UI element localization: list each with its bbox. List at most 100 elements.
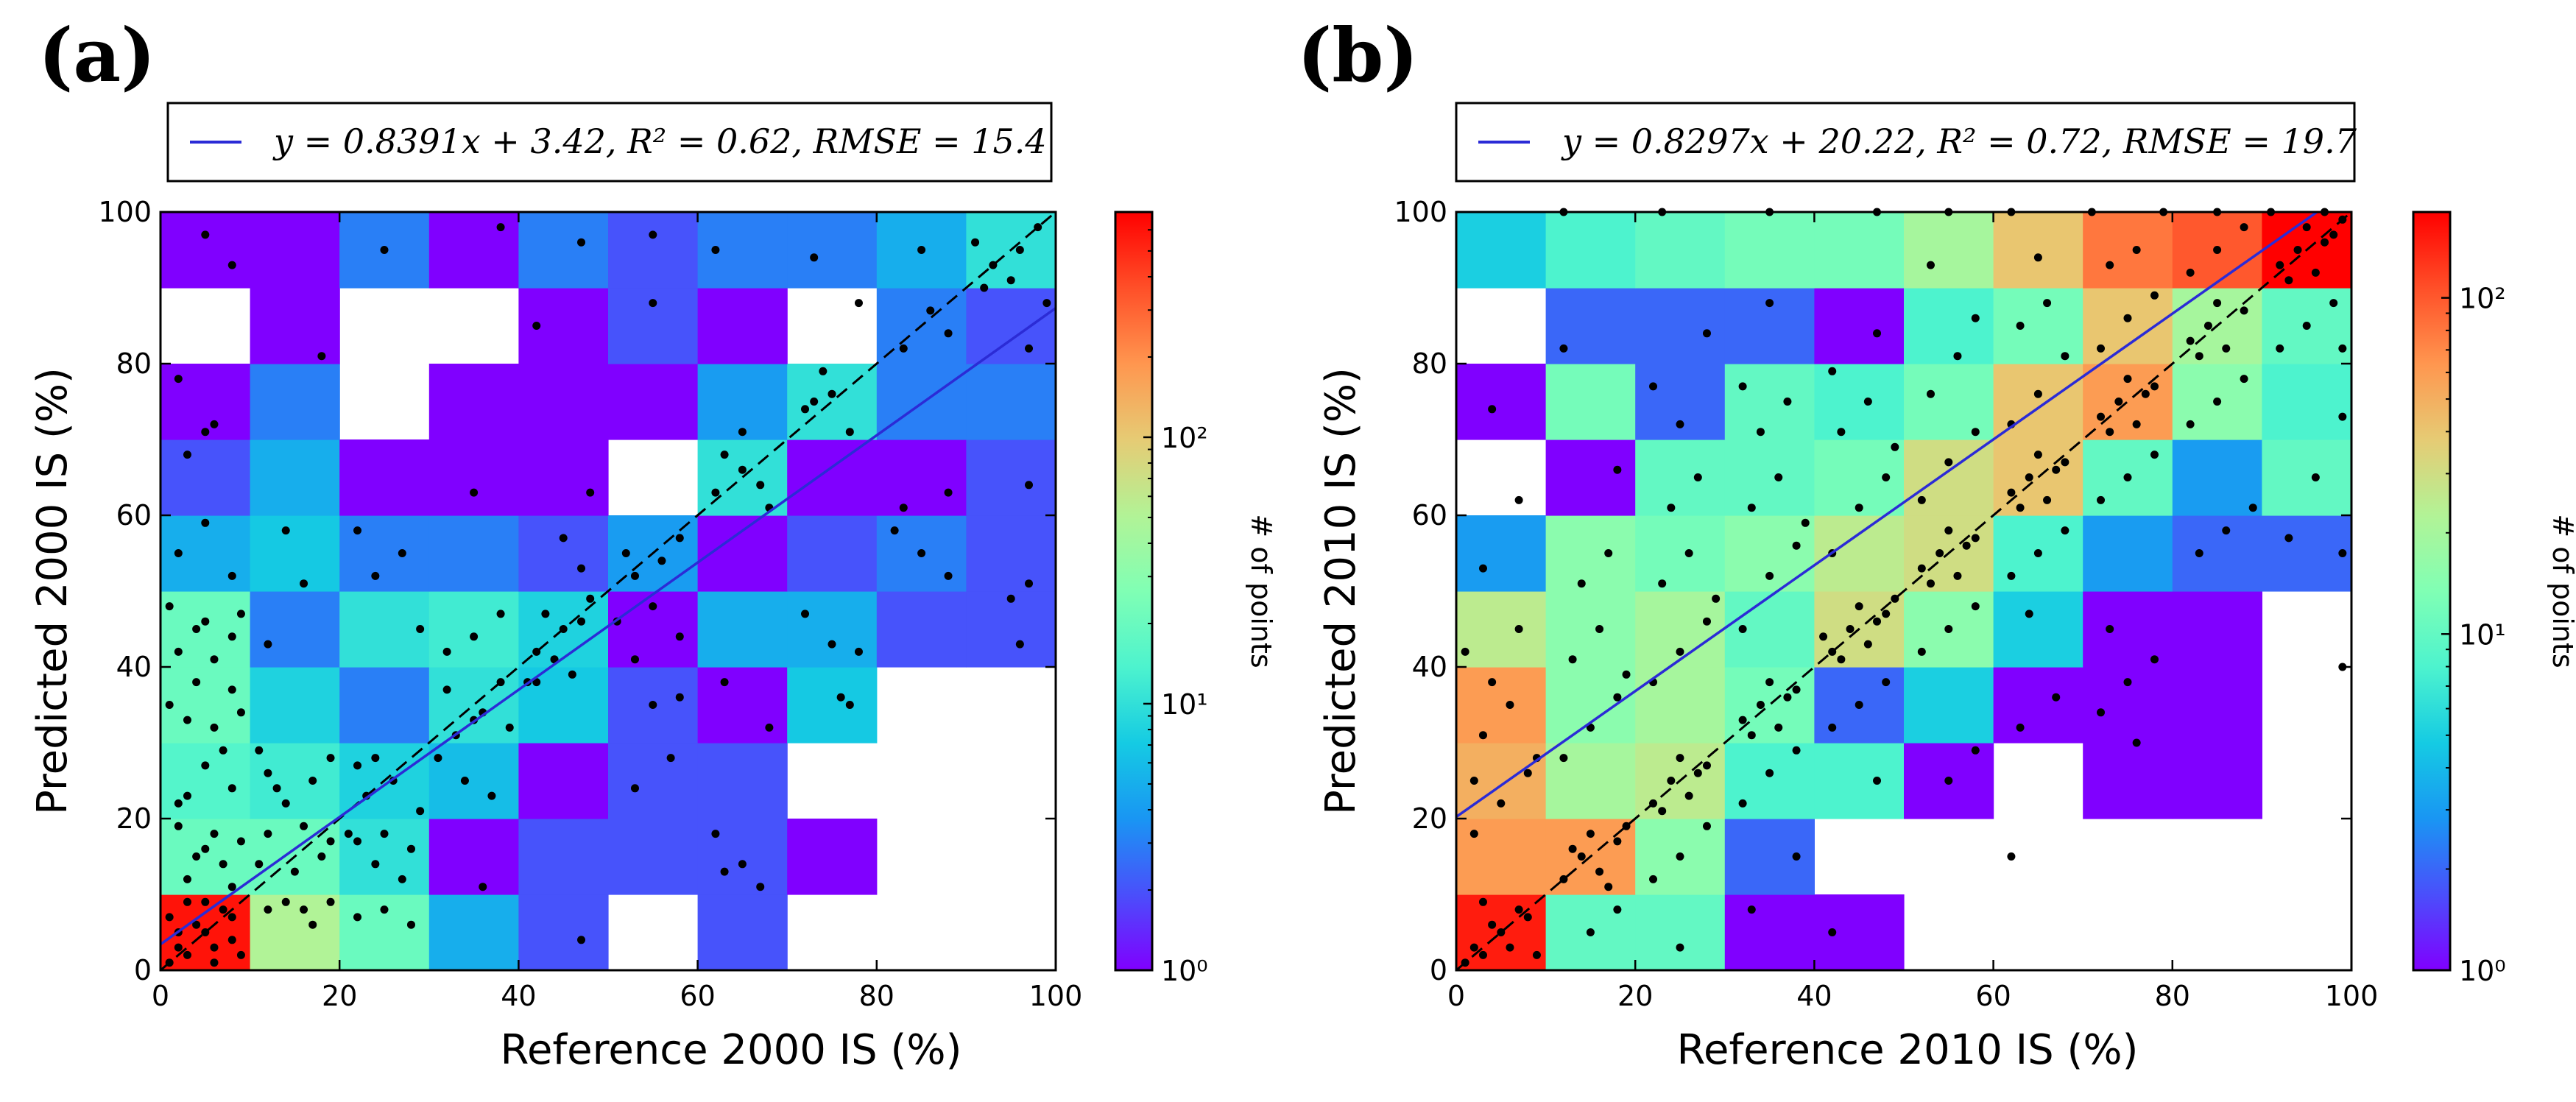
data-point — [559, 534, 568, 543]
heatmap-cell — [160, 212, 251, 289]
heatmap-cell — [608, 743, 699, 819]
data-point — [1953, 352, 1962, 361]
data-point — [1523, 769, 1532, 777]
legend-box-b: y = 0.8297x + 20.22, R² = 0.72, RMSE = 1… — [1455, 102, 2357, 183]
data-point — [2186, 336, 2195, 345]
data-point — [2007, 852, 2016, 861]
data-point — [505, 723, 514, 732]
identity-line — [160, 211, 1056, 972]
data-point — [1586, 830, 1595, 838]
legend-frame-a — [166, 102, 1053, 183]
data-point — [2016, 322, 2025, 330]
data-point — [1684, 791, 1693, 800]
data-point — [2097, 412, 2106, 421]
data-point — [201, 428, 210, 437]
heatmap-cell — [1724, 591, 1815, 668]
data-point — [264, 830, 272, 838]
data-point — [165, 913, 174, 922]
heatmap-cell — [2083, 288, 2173, 364]
x-tick-label: 40 — [1796, 980, 1832, 1012]
data-point — [219, 746, 227, 755]
data-point — [2302, 322, 2311, 330]
data-point — [738, 428, 747, 437]
data-point — [1604, 883, 1613, 891]
data-point — [2016, 504, 2025, 512]
data-point — [460, 777, 469, 785]
data-point — [2106, 261, 2114, 269]
x-tick-label: 60 — [680, 980, 715, 1012]
data-point — [1846, 625, 1855, 633]
heatmap-cell — [428, 212, 519, 289]
data-point — [1676, 943, 1684, 952]
data-point — [738, 860, 747, 869]
data-point — [1514, 495, 1523, 504]
data-point — [1917, 564, 1926, 573]
heatmap-cell — [1993, 288, 2083, 364]
data-point — [2329, 230, 2338, 239]
data-point — [1006, 276, 1015, 285]
data-point — [1676, 754, 1684, 763]
data-point — [281, 799, 290, 808]
data-point — [227, 261, 236, 269]
heatmap-cell — [1456, 364, 1547, 440]
data-point — [1622, 670, 1631, 679]
data-point — [586, 594, 595, 603]
heatmap-cell — [1456, 667, 1547, 744]
data-point — [201, 844, 210, 853]
data-point — [1828, 367, 1837, 375]
heatmap-cell — [1545, 212, 1636, 289]
data-point — [2033, 549, 2042, 557]
heatmap-cell — [966, 515, 1056, 592]
data-point — [1953, 571, 1962, 580]
data-point — [1747, 504, 1756, 512]
data-point — [845, 428, 854, 437]
heatmap-cell — [608, 819, 699, 895]
legend-text-a: y = 0.8391x + 3.42, R² = 0.62, RMSE = 15… — [272, 121, 1047, 161]
data-point — [2186, 420, 2195, 428]
data-point — [2025, 473, 2033, 481]
data-point — [174, 799, 183, 808]
data-point — [1917, 647, 1926, 656]
heatmap-cell — [1814, 288, 1905, 364]
data-point — [1595, 867, 1604, 876]
data-point — [828, 640, 836, 649]
data-point — [2123, 473, 2132, 481]
data-point — [1837, 655, 1846, 664]
data-point — [1837, 428, 1846, 437]
data-point — [586, 488, 595, 497]
heatmap-cell — [1635, 894, 1726, 971]
data-point — [1532, 950, 1541, 959]
data-point — [496, 223, 505, 232]
data-point — [281, 526, 290, 535]
data-point — [210, 723, 219, 732]
data-point — [2132, 420, 2141, 428]
data-point — [819, 367, 828, 375]
y-tick-label: 0 — [134, 954, 152, 986]
data-point — [2033, 253, 2042, 262]
data-point — [2150, 451, 2159, 459]
heatmap-cell — [966, 591, 1056, 668]
heatmap-cell — [608, 364, 699, 440]
data-point — [1667, 504, 1676, 512]
data-point — [1613, 465, 1622, 474]
colorbar-label-b: # of points — [2547, 514, 2576, 668]
heatmap-cell — [1545, 591, 1636, 668]
data-point — [2248, 504, 2257, 512]
heatmap-cell — [1724, 743, 1815, 819]
data-point — [1649, 382, 1658, 391]
data-point — [1478, 731, 1487, 740]
heatmap-cell — [518, 364, 609, 440]
heatmap-cell — [1993, 212, 2083, 289]
data-point — [2132, 246, 2141, 254]
data-point — [201, 230, 210, 239]
x-tick-label: 0 — [1447, 980, 1465, 1012]
heatmap-cell — [966, 288, 1056, 364]
y-tick-label: 60 — [1412, 499, 1447, 531]
y-tick-label: 60 — [116, 499, 152, 531]
heatmap-cell — [428, 515, 519, 592]
data-point — [720, 867, 729, 876]
data-point — [272, 784, 281, 793]
heatmap-cell — [250, 591, 340, 668]
heatmap-cell — [518, 819, 609, 895]
